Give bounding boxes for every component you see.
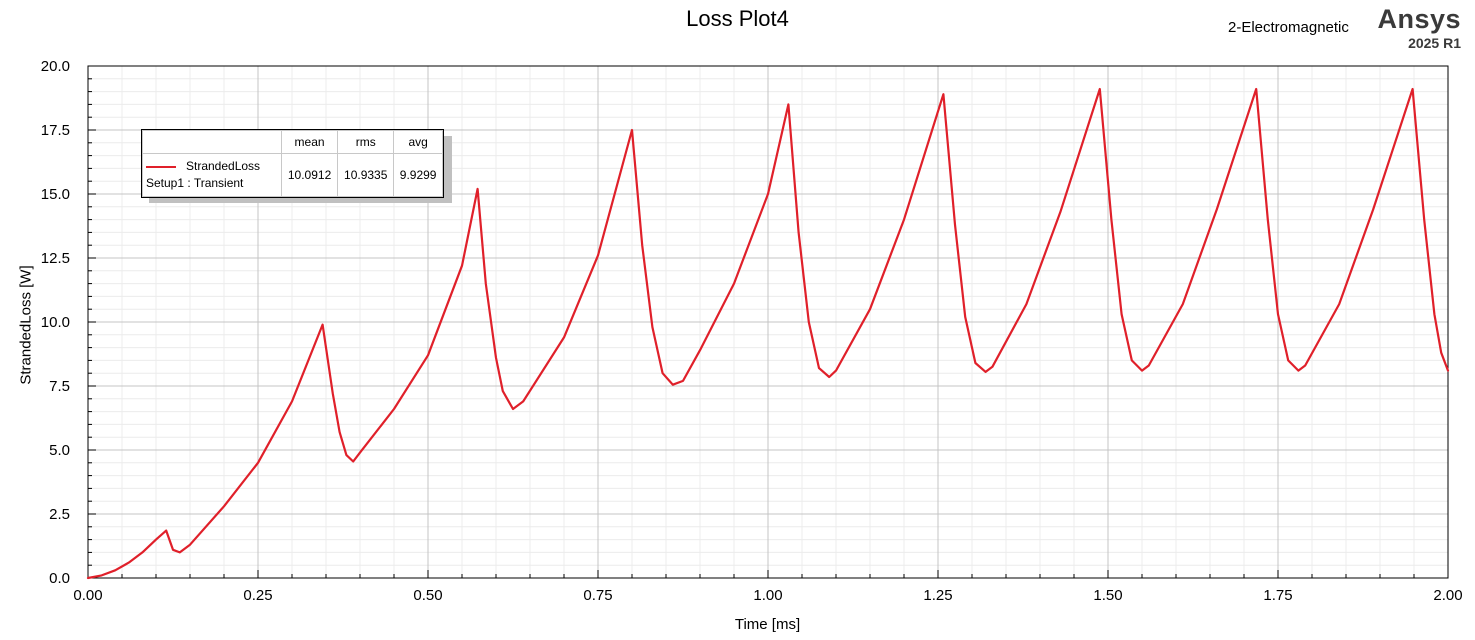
- legend-value-avg: 9.9299: [393, 153, 443, 197]
- legend-header-row: mean rms avg: [142, 130, 443, 154]
- series-layer: [86, 87, 1450, 580]
- x-tick-label: 0.25: [243, 587, 272, 604]
- y-tick-label: 2.5: [49, 506, 70, 523]
- y-tick-label: 12.5: [41, 250, 70, 267]
- x-tick-label: 0.50: [413, 587, 442, 604]
- x-tick-label: 0.75: [583, 587, 612, 604]
- version-label: 2025 R1: [1408, 35, 1461, 51]
- legend-header-blank: [142, 130, 282, 154]
- y-tick-label: 5.0: [49, 442, 70, 459]
- x-tick-label: 0.00: [73, 587, 102, 604]
- x-axis-label: Time [ms]: [734, 616, 801, 633]
- x-tick-label: 1.50: [1093, 587, 1122, 604]
- y-tick-labels: 0.0 2.5 5.0 7.5 10.0 12.5 15.0 17.5 20.0: [41, 58, 70, 587]
- legend[interactable]: mean rms avg StrandedLoss Setup1 : Trans…: [141, 129, 444, 198]
- chart-title: Loss Plot4: [686, 6, 789, 31]
- legend-entry-setup: Setup1 : Transient: [146, 176, 244, 190]
- y-tick-label: 15.0: [41, 186, 70, 203]
- x-tick-label: 1.00: [753, 587, 782, 604]
- series-line-1: [86, 87, 1450, 580]
- legend-swatch: [146, 165, 176, 168]
- y-tick-label: 17.5: [41, 122, 70, 139]
- y-tick-label: 10.0: [41, 314, 70, 331]
- legend-table: mean rms avg StrandedLoss Setup1 : Trans…: [142, 130, 443, 197]
- y-tick-label: 20.0: [41, 58, 70, 75]
- legend-col-avg: avg: [393, 130, 443, 154]
- legend-value-rms: 10.9335: [337, 153, 395, 197]
- legend-entry-row[interactable]: StrandedLoss Setup1 : Transient 10.0912 …: [142, 153, 443, 197]
- design-name: 2-Electromagnetic: [1228, 19, 1349, 36]
- legend-entry-name: StrandedLoss: [186, 159, 261, 173]
- y-axis-label: StrandedLoss [W]: [17, 265, 35, 385]
- x-tick-label: 1.25: [923, 587, 952, 604]
- legend-col-mean: mean: [280, 130, 339, 154]
- x-tick-label: 2.00: [1433, 587, 1462, 604]
- legend-entry-name-cell: StrandedLoss Setup1 : Transient: [142, 153, 282, 197]
- ansys-logo: Ansys: [1377, 4, 1461, 34]
- legend-col-rms: rms: [337, 130, 395, 154]
- y-tick-label: 7.5: [49, 378, 70, 395]
- x-tick-labels: 0.00 0.25 0.50 0.75 1.00 1.25 1.50 1.75 2.00: [73, 587, 1462, 604]
- axis-ticks: [87, 65, 1449, 579]
- x-tick-label: 1.75: [1263, 587, 1292, 604]
- legend-value-mean: 10.0912: [280, 153, 339, 197]
- y-tick-label: 0.0: [49, 570, 70, 587]
